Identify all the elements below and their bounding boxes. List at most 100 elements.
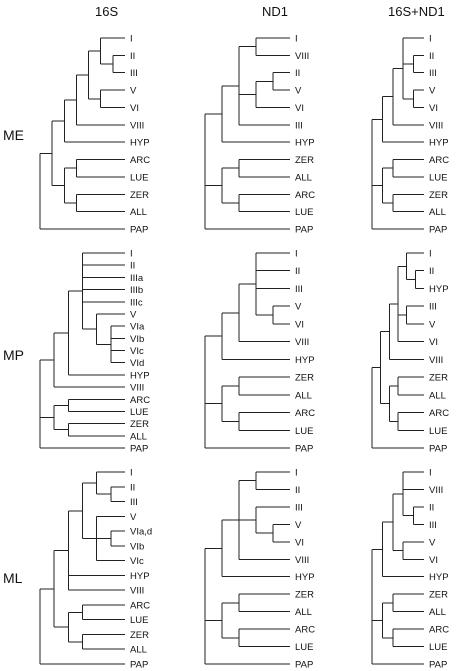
leaf-label-pap: PAP <box>295 444 313 455</box>
leaf-label-viii: VIII <box>429 120 443 131</box>
leaf-label-hyp: HYP <box>295 355 315 366</box>
leaf-label-viii: VIII <box>295 555 309 566</box>
leaf-label-arc: ARC <box>429 625 449 636</box>
row-label-me: ME <box>3 127 24 143</box>
leaf-label-iii: III <box>429 520 437 531</box>
leaf-label-hyp: HYP <box>130 571 150 582</box>
leaf-label-arc: ARC <box>429 408 449 419</box>
leaf-label-vi: VI <box>295 537 304 548</box>
leaf-label-lue: LUE <box>295 642 313 653</box>
leaf-label-all: ALL <box>429 607 446 618</box>
leaf-label-lue: LUE <box>130 615 148 626</box>
leaf-label-v: V <box>295 520 302 531</box>
leaf-label-vid: VId <box>130 358 144 369</box>
leaf-label-all: ALL <box>429 207 446 218</box>
leaf-label-pap: PAP <box>130 660 148 671</box>
leaf-label-i: I <box>295 34 298 45</box>
leaf-label-iii: III <box>295 120 303 131</box>
leaf-label-arc: ARC <box>130 155 150 166</box>
leaf-label-pap: PAP <box>295 225 313 236</box>
leaf-label-via-d: VIa,d <box>130 527 152 538</box>
leaf-label-v: V <box>429 86 436 97</box>
leaf-label-viii: VIII <box>130 120 144 131</box>
leaf-label-lue: LUE <box>130 172 148 183</box>
leaf-label-iii: III <box>429 68 437 79</box>
leaf-label-iii: III <box>295 284 303 295</box>
leaf-label-pap: PAP <box>295 660 313 671</box>
leaf-label-all: ALL <box>130 431 147 442</box>
leaf-label-i: I <box>429 34 432 45</box>
leaf-label-ii: II <box>295 68 300 79</box>
leaf-label-viii: VIII <box>130 383 144 394</box>
leaf-label-hyp: HYP <box>429 284 449 295</box>
leaf-label-lue: LUE <box>429 172 447 183</box>
leaf-label-v: V <box>295 302 302 313</box>
leaf-label-lue: LUE <box>130 407 148 418</box>
leaf-label-lue: LUE <box>429 642 447 653</box>
leaf-label-all: ALL <box>295 172 312 183</box>
leaf-label-zer: ZER <box>295 373 314 384</box>
leaf-label-vi: VI <box>429 555 438 566</box>
tree-panels: IIIIIIVVIVIIIHYPARCLUEZERALLPAPIVIIIIIVV… <box>39 34 449 671</box>
leaf-label-pap: PAP <box>130 444 148 455</box>
leaf-label-ii: II <box>429 502 434 513</box>
leaf-label-arc: ARC <box>429 155 449 166</box>
leaf-label-vi: VI <box>429 103 438 114</box>
leaf-label-vib: VIb <box>130 541 144 552</box>
leaf-label-vic: VIc <box>130 556 144 567</box>
row-label-mp: MP <box>3 347 24 363</box>
row-labels: ME MP ML <box>3 127 24 586</box>
leaf-label-via: VIa <box>130 322 145 333</box>
column-header-16s-nd1: 16S+ND1 <box>388 4 445 19</box>
leaf-label-viii: VIII <box>429 485 443 496</box>
leaf-label-iiic: IIIc <box>130 297 143 308</box>
leaf-label-vi: VI <box>429 337 438 348</box>
leaf-label-v: V <box>429 537 436 548</box>
column-header-nd1: ND1 <box>262 4 288 19</box>
leaf-label-v: V <box>130 309 137 320</box>
leaf-label-ii: II <box>130 261 135 272</box>
leaf-label-zer: ZER <box>429 190 448 201</box>
leaf-label-arc: ARC <box>295 408 315 419</box>
leaf-label-all: ALL <box>295 607 312 618</box>
leaf-label-pap: PAP <box>429 660 447 671</box>
leaf-label-hyp: HYP <box>295 138 315 149</box>
leaf-label-i: I <box>130 468 133 479</box>
leaf-label-pap: PAP <box>130 225 148 236</box>
leaf-label-lue: LUE <box>295 426 313 437</box>
leaf-label-all: ALL <box>130 207 147 218</box>
leaf-label-hyp: HYP <box>130 370 150 381</box>
leaf-label-vic: VIc <box>130 346 144 357</box>
leaf-label-zer: ZER <box>130 630 149 641</box>
leaf-label-vib: VIb <box>130 334 144 345</box>
leaf-label-iiib: IIIb <box>130 285 143 296</box>
leaf-label-ii: II <box>295 485 300 496</box>
leaf-label-ii: II <box>295 266 300 277</box>
leaf-label-arc: ARC <box>295 190 315 201</box>
leaf-label-zer: ZER <box>130 190 149 201</box>
leaf-label-all: ALL <box>130 645 147 656</box>
leaf-label-i: I <box>295 468 298 479</box>
leaf-label-v: V <box>130 512 137 523</box>
tree-me-nd1: I VIII II V VI III HYP ZER ALL ARC LUE PAP <box>204 34 315 236</box>
leaf-label-pap: PAP <box>429 444 447 455</box>
leaf-label-arc: ARC <box>130 395 150 406</box>
leaf-label-iii: III <box>130 68 138 79</box>
leaf-label-viii: VIII <box>295 337 309 348</box>
leaf-label-zer: ZER <box>130 419 149 430</box>
leaf-label-zer: ZER <box>295 155 314 166</box>
leaf-label-v: V <box>429 319 436 330</box>
leaf-label-i: I <box>130 249 133 260</box>
leaf-label-hyp: HYP <box>429 572 449 583</box>
leaf-label-viii: VIII <box>429 355 443 366</box>
leaf-label-hyp: HYP <box>130 138 150 149</box>
leaf-label-zer: ZER <box>429 373 448 384</box>
leaf-label-pap: PAP <box>429 225 447 236</box>
column-headers: 16S ND1 16S+ND1 <box>95 4 445 19</box>
row-label-ml: ML <box>3 570 23 586</box>
